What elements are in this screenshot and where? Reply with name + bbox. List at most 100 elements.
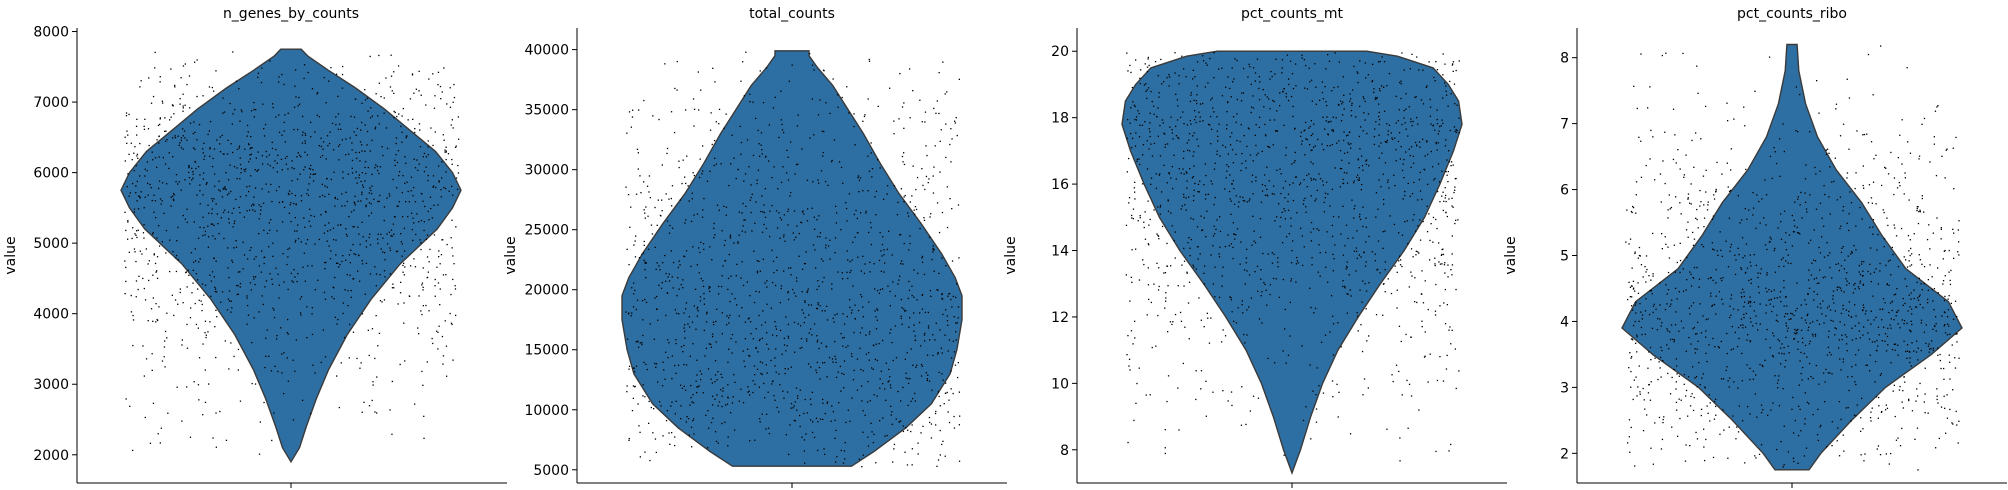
data-point	[1315, 103, 1317, 105]
data-point	[379, 300, 382, 302]
data-point	[375, 285, 377, 287]
data-point	[781, 123, 783, 125]
data-point	[758, 291, 760, 293]
data-point	[718, 293, 720, 295]
data-point	[633, 293, 635, 295]
data-point	[1910, 365, 1912, 367]
data-point	[821, 310, 823, 312]
data-point	[1271, 252, 1273, 254]
data-point	[901, 106, 904, 108]
data-point	[1319, 252, 1321, 254]
data-point	[134, 251, 136, 253]
data-point	[154, 67, 156, 69]
data-point	[396, 250, 399, 252]
data-point	[1693, 266, 1696, 269]
data-point	[306, 337, 308, 339]
data-point	[378, 332, 381, 334]
data-point	[1362, 169, 1364, 171]
data-point	[1659, 318, 1661, 320]
data-point	[258, 233, 260, 235]
data-point	[293, 106, 296, 108]
data-point	[1630, 210, 1633, 213]
data-point	[445, 345, 448, 347]
data-point	[668, 280, 671, 282]
data-point	[870, 142, 872, 144]
data-point	[1939, 353, 1941, 356]
data-point	[231, 259, 233, 261]
data-point	[1772, 402, 1774, 404]
data-point	[361, 313, 364, 315]
data-point	[135, 234, 137, 236]
data-point	[1451, 197, 1453, 199]
data-point	[727, 277, 730, 280]
data-point	[1899, 385, 1901, 388]
data-point	[1850, 316, 1852, 318]
data-point	[312, 173, 314, 176]
data-point	[182, 107, 184, 109]
data-point	[1891, 348, 1894, 351]
data-point	[756, 272, 759, 274]
data-point	[1441, 248, 1443, 251]
data-point	[693, 125, 695, 127]
data-point	[1143, 221, 1145, 223]
data-point	[1134, 181, 1136, 183]
data-point	[754, 439, 756, 441]
data-point	[823, 361, 826, 364]
data-point	[209, 274, 211, 276]
data-point	[749, 295, 751, 297]
data-point	[1227, 101, 1229, 103]
data-point	[311, 265, 313, 267]
data-point	[1166, 182, 1168, 184]
data-point	[1722, 277, 1724, 279]
data-point	[144, 299, 147, 301]
data-point	[762, 102, 765, 104]
data-point	[136, 230, 138, 232]
data-point	[1186, 272, 1188, 274]
data-point	[1674, 271, 1676, 273]
data-point	[1412, 256, 1414, 258]
data-point	[353, 201, 355, 203]
data-point	[654, 438, 657, 440]
data-point	[945, 123, 947, 125]
data-point	[1918, 254, 1920, 256]
data-point	[1305, 211, 1307, 213]
data-point	[1351, 199, 1353, 201]
data-point	[384, 259, 386, 261]
data-point	[1364, 100, 1366, 103]
data-point	[1324, 86, 1326, 88]
data-point	[1834, 157, 1836, 159]
data-point	[1165, 300, 1167, 302]
data-point	[1260, 295, 1262, 297]
data-point	[1870, 197, 1873, 199]
data-point	[1188, 139, 1190, 141]
data-point	[1943, 325, 1945, 327]
data-point	[258, 218, 260, 220]
data-point	[340, 224, 342, 226]
data-point	[761, 337, 764, 339]
data-point	[298, 96, 300, 99]
data-point	[286, 263, 288, 266]
data-point	[393, 71, 395, 73]
data-point	[406, 181, 408, 183]
data-point	[278, 131, 281, 133]
data-point	[1147, 58, 1149, 60]
data-point	[1929, 248, 1931, 250]
data-point	[183, 130, 186, 132]
data-point	[1678, 398, 1680, 400]
data-point	[1878, 405, 1880, 407]
data-point	[765, 428, 767, 430]
data-point	[1386, 428, 1388, 430]
data-point	[287, 380, 289, 382]
data-point	[143, 287, 145, 290]
data-point	[700, 241, 702, 244]
data-point	[138, 195, 140, 197]
data-point	[1866, 133, 1868, 135]
data-point	[1188, 237, 1190, 239]
data-point	[1150, 143, 1152, 145]
data-point	[1346, 312, 1348, 314]
data-point	[869, 271, 871, 273]
data-point	[924, 111, 927, 113]
data-point	[1444, 145, 1447, 147]
data-point	[864, 414, 866, 416]
data-point	[1375, 96, 1377, 99]
